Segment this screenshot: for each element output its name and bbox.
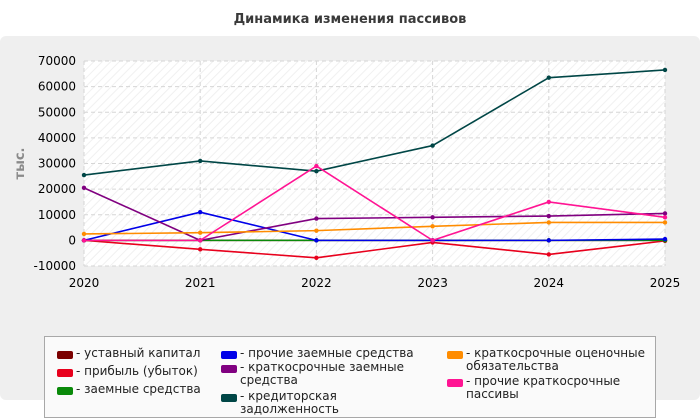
legend-swatch: [221, 394, 237, 402]
data-point: [546, 213, 551, 219]
legend-label: - прибыль (убыток): [76, 364, 198, 378]
data-point: [546, 75, 551, 80]
y-tick-label: 20000: [38, 182, 76, 196]
legend-label: - кредиторская задолженность: [240, 389, 339, 416]
legend-item: - прибыль (убыток): [57, 365, 256, 378]
series-line: [83, 187, 666, 242]
data-point: [314, 238, 319, 243]
legend-swatch: [221, 351, 237, 359]
y-tick-label: 40000: [38, 131, 76, 145]
data-point: [546, 252, 551, 257]
x-tick-label: 2021: [185, 276, 216, 290]
data-point: [546, 238, 551, 243]
legend-item: - краткосрочные оценочные обязательства: [447, 347, 646, 373]
data-point: [81, 172, 87, 178]
data-point: [314, 168, 319, 174]
legend-item: - прочие заемные средства: [221, 347, 420, 360]
legend-label: - заемные средства: [76, 382, 201, 396]
data-point: [662, 211, 668, 216]
series-line: [83, 221, 665, 235]
data-point: [198, 158, 203, 164]
y-tick-label: 60000: [38, 80, 76, 94]
x-tick-label: 2020: [69, 276, 100, 290]
legend-swatch: [447, 379, 463, 387]
series-line: [83, 239, 666, 259]
y-tick-label: 10000: [38, 208, 76, 222]
legend-swatch: [221, 365, 237, 373]
legend-item: - кредиторская задолженность: [221, 390, 420, 416]
legend-item: - уставный капитал: [57, 347, 256, 360]
y-tick-label: -10000: [33, 259, 76, 273]
legend-label: - прочие краткосрочные пассивы: [466, 374, 621, 401]
data-point: [81, 238, 87, 243]
x-tick-label: 2022: [301, 276, 332, 290]
data-point: [662, 236, 668, 242]
legend-label: - краткосрочные оценочные обязательства: [466, 346, 645, 373]
y-tick-label: 70000: [38, 54, 76, 68]
series-line: [83, 211, 666, 242]
data-point: [81, 231, 87, 237]
data-point: [546, 199, 551, 205]
legend-swatch: [57, 369, 73, 377]
x-tick-label: 2025: [650, 276, 681, 290]
data-point: [430, 143, 435, 148]
data-point: [314, 255, 319, 260]
data-point: [430, 215, 435, 220]
legend-swatch: [57, 351, 73, 359]
line-chart: 70000 60000 50000 40000 30000 20000 10000 0 -100…: [13, 54, 680, 290]
series-lines: [81, 67, 668, 260]
data-point: [430, 238, 435, 243]
y-tick-label: 50000: [38, 105, 76, 119]
data-point: [662, 220, 668, 225]
data-point: [198, 230, 203, 235]
y-axis-label: тыс.: [13, 148, 28, 180]
chart-panel: 70000 60000 50000 40000 30000 20000 10000 0 -100…: [0, 36, 700, 418]
series-line: [83, 69, 666, 176]
legend-label: - прочие заемные средства: [240, 346, 414, 360]
legend-label: - краткосрочные заемные средства: [240, 360, 404, 387]
data-point: [662, 67, 668, 73]
data-point: [662, 215, 668, 220]
data-point: [314, 228, 319, 233]
legend-item: - краткосрочные заемные средства: [221, 361, 420, 387]
legend-swatch: [57, 387, 73, 395]
data-point: [314, 216, 319, 221]
legend-swatch: [447, 351, 463, 359]
data-point: [430, 224, 435, 229]
chart-title: Динамика изменения пассивов: [233, 12, 467, 27]
data-point: [198, 238, 203, 243]
legend-item: - прочие краткосрочные пассивы: [447, 375, 646, 401]
data-point: [546, 220, 551, 225]
axis-ticks: 70000 60000 50000 40000 30000 20000 10000 0 -100…: [33, 54, 680, 290]
data-point: [198, 209, 203, 215]
data-point: [314, 163, 319, 169]
series-line: [84, 165, 666, 242]
legend: - уставный капитал - прибыль (убыток) - за…: [44, 336, 656, 418]
legend-label: - уставный капитал: [76, 346, 201, 360]
y-tick-label: 30000: [38, 157, 76, 171]
data-point: [198, 247, 203, 252]
legend-item: - заемные средства: [57, 383, 256, 396]
y-tick-label: 0: [68, 233, 76, 247]
data-point: [81, 185, 87, 191]
x-tick-label: 2023: [417, 276, 448, 290]
x-tick-label: 2024: [534, 276, 565, 290]
